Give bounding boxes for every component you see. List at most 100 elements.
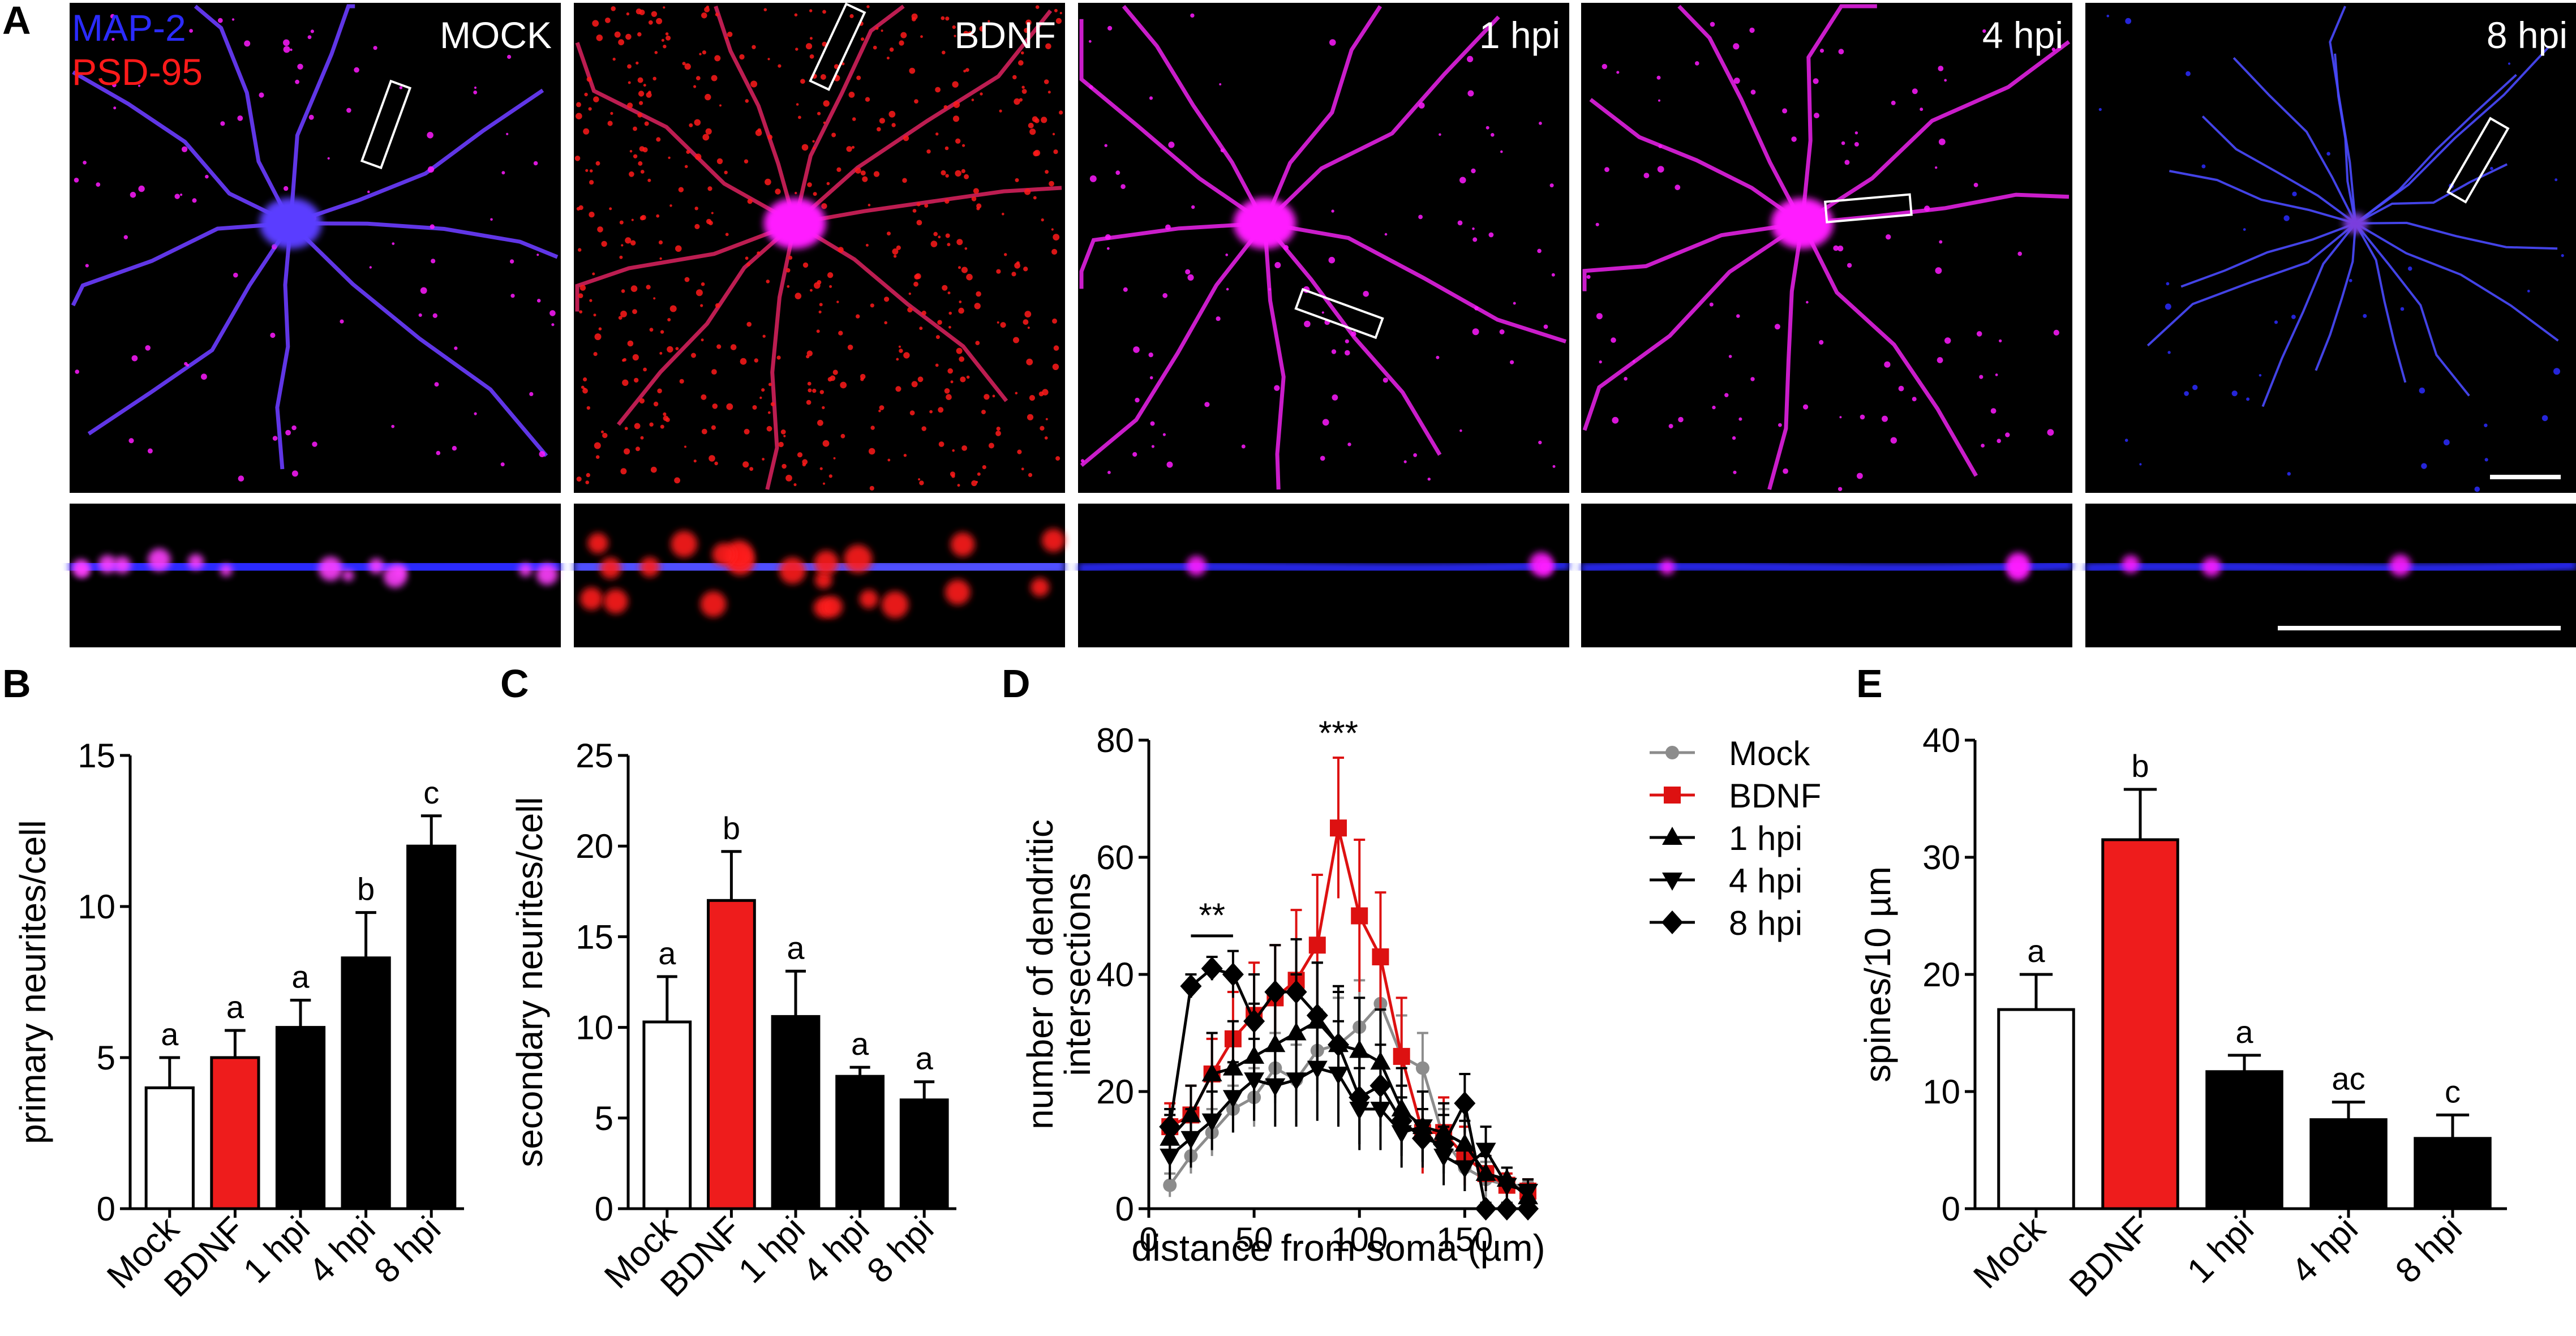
psd95-punctum xyxy=(782,463,787,469)
psd95-punctum xyxy=(1997,439,2001,443)
psd95-punctum xyxy=(948,325,951,329)
psd95-punctum xyxy=(1052,363,1059,370)
psd95-punctum xyxy=(966,273,973,281)
psd95-punctum xyxy=(739,54,745,60)
psd95-punctum xyxy=(1345,339,1349,343)
psd95-punctum xyxy=(1045,170,1049,174)
psd95-punctum xyxy=(855,167,861,174)
psd95-punctum xyxy=(909,67,916,74)
psd95-punctum xyxy=(809,54,814,59)
dendrite xyxy=(87,222,293,436)
significance-letter: a xyxy=(161,1016,179,1052)
psd95-punctum xyxy=(593,96,599,102)
psd95-punctum xyxy=(1059,110,1063,115)
psd95-punctum xyxy=(1004,253,1007,256)
data-point xyxy=(1180,1131,1201,1149)
psd95-punctum xyxy=(1732,436,1736,440)
psd95-punctum xyxy=(694,119,701,126)
psd95-punctum xyxy=(2186,71,2191,76)
psd95-punctum xyxy=(1854,131,1858,135)
psd95-punctum xyxy=(1467,55,1474,62)
psd95-punctum xyxy=(942,50,946,55)
zoom-strip-background xyxy=(1581,504,2072,647)
bar xyxy=(2414,1137,2492,1210)
dendritic-spine xyxy=(580,587,603,610)
psd95-punctum xyxy=(539,451,546,457)
psd95-punctum xyxy=(346,108,351,113)
psd95-punctum xyxy=(861,37,865,41)
psd95-punctum xyxy=(1041,218,1044,222)
psd95-punctum xyxy=(1320,456,1325,461)
psd95-punctum xyxy=(111,37,115,41)
psd95-punctum xyxy=(724,170,728,174)
psd95-punctum xyxy=(694,224,700,229)
micrograph-background xyxy=(1078,3,1569,493)
psd95-punctum xyxy=(1191,205,1195,209)
psd95-punctum xyxy=(807,381,812,386)
psd95-punctum xyxy=(509,259,514,264)
psd95-punctum xyxy=(145,345,151,351)
psd95-punctum xyxy=(1149,96,1153,100)
psd95-punctum xyxy=(1724,393,1729,397)
psd95-punctum xyxy=(1500,150,1503,153)
psd95-punctum xyxy=(1427,478,1431,481)
psd95-punctum xyxy=(800,79,805,84)
legend-label: BDNF xyxy=(1729,777,1821,815)
dendrite xyxy=(765,222,797,490)
psd95-punctum xyxy=(833,457,836,459)
psd95-punctum xyxy=(1035,5,1040,9)
psd95-punctum xyxy=(980,92,983,96)
dendrite xyxy=(1589,98,1804,225)
dendrite xyxy=(1263,223,1286,490)
dendrite xyxy=(2355,46,2550,225)
psd95-punctum xyxy=(130,192,136,198)
psd95-punctum xyxy=(614,31,621,38)
data-point xyxy=(1517,1197,1539,1221)
psd95-punctum xyxy=(1040,426,1045,431)
psd95-punctum xyxy=(1537,248,1542,254)
psd95-punctum xyxy=(1021,85,1025,89)
psd95-punctum xyxy=(965,68,969,72)
psd95-punctum xyxy=(1044,79,1049,84)
psd95-punctum xyxy=(640,170,645,174)
psd95-punctum xyxy=(584,92,588,97)
psd95-punctum xyxy=(1148,352,1153,358)
psd95-punctum xyxy=(1513,302,1516,305)
psd95-punctum xyxy=(884,297,890,302)
psd95-punctum xyxy=(952,81,959,88)
data-point xyxy=(1180,974,1202,998)
psd95-punctum xyxy=(1510,360,1514,364)
psd95-punctum xyxy=(930,240,938,247)
psd95-punctum xyxy=(2527,290,2530,293)
psd95-punctum xyxy=(1551,273,1555,277)
psd95-punctum xyxy=(1709,302,1714,307)
psd95-punctum xyxy=(622,358,626,362)
psd95-punctum xyxy=(911,381,918,388)
bar xyxy=(275,1026,326,1210)
psd95-punctum xyxy=(180,194,183,196)
psd95-punctum xyxy=(1133,346,1140,353)
dendrite xyxy=(1582,221,1804,431)
psd95-punctum xyxy=(270,332,276,338)
psd95-punctum xyxy=(892,248,899,255)
psd95-punctum xyxy=(700,304,703,307)
psd95-punctum xyxy=(966,375,970,379)
psd95-punctum xyxy=(715,12,719,16)
data-point xyxy=(1349,1085,1371,1110)
psd95-punctum xyxy=(291,470,298,477)
psd95-punctum xyxy=(976,207,980,211)
psd95-punctum xyxy=(1034,118,1040,123)
psd95-punctum xyxy=(744,159,749,164)
psd95-punctum xyxy=(1185,269,1191,274)
series-bdnf: BDNF xyxy=(1161,757,1821,1203)
data-point xyxy=(1433,1132,1455,1157)
psd95-punctum xyxy=(856,75,861,80)
psd95-punctum xyxy=(1187,274,1194,281)
psd95-punctum xyxy=(595,161,600,166)
psd95-punctum xyxy=(808,388,812,393)
dendrite-segment xyxy=(1077,560,1570,574)
psd95-punctum xyxy=(878,409,881,413)
psd95-punctum xyxy=(1025,19,1032,26)
x-axis-label: distance from soma (µm) xyxy=(1131,1227,1545,1269)
y-axis-label-line: number of dendritic xyxy=(1020,819,1061,1129)
